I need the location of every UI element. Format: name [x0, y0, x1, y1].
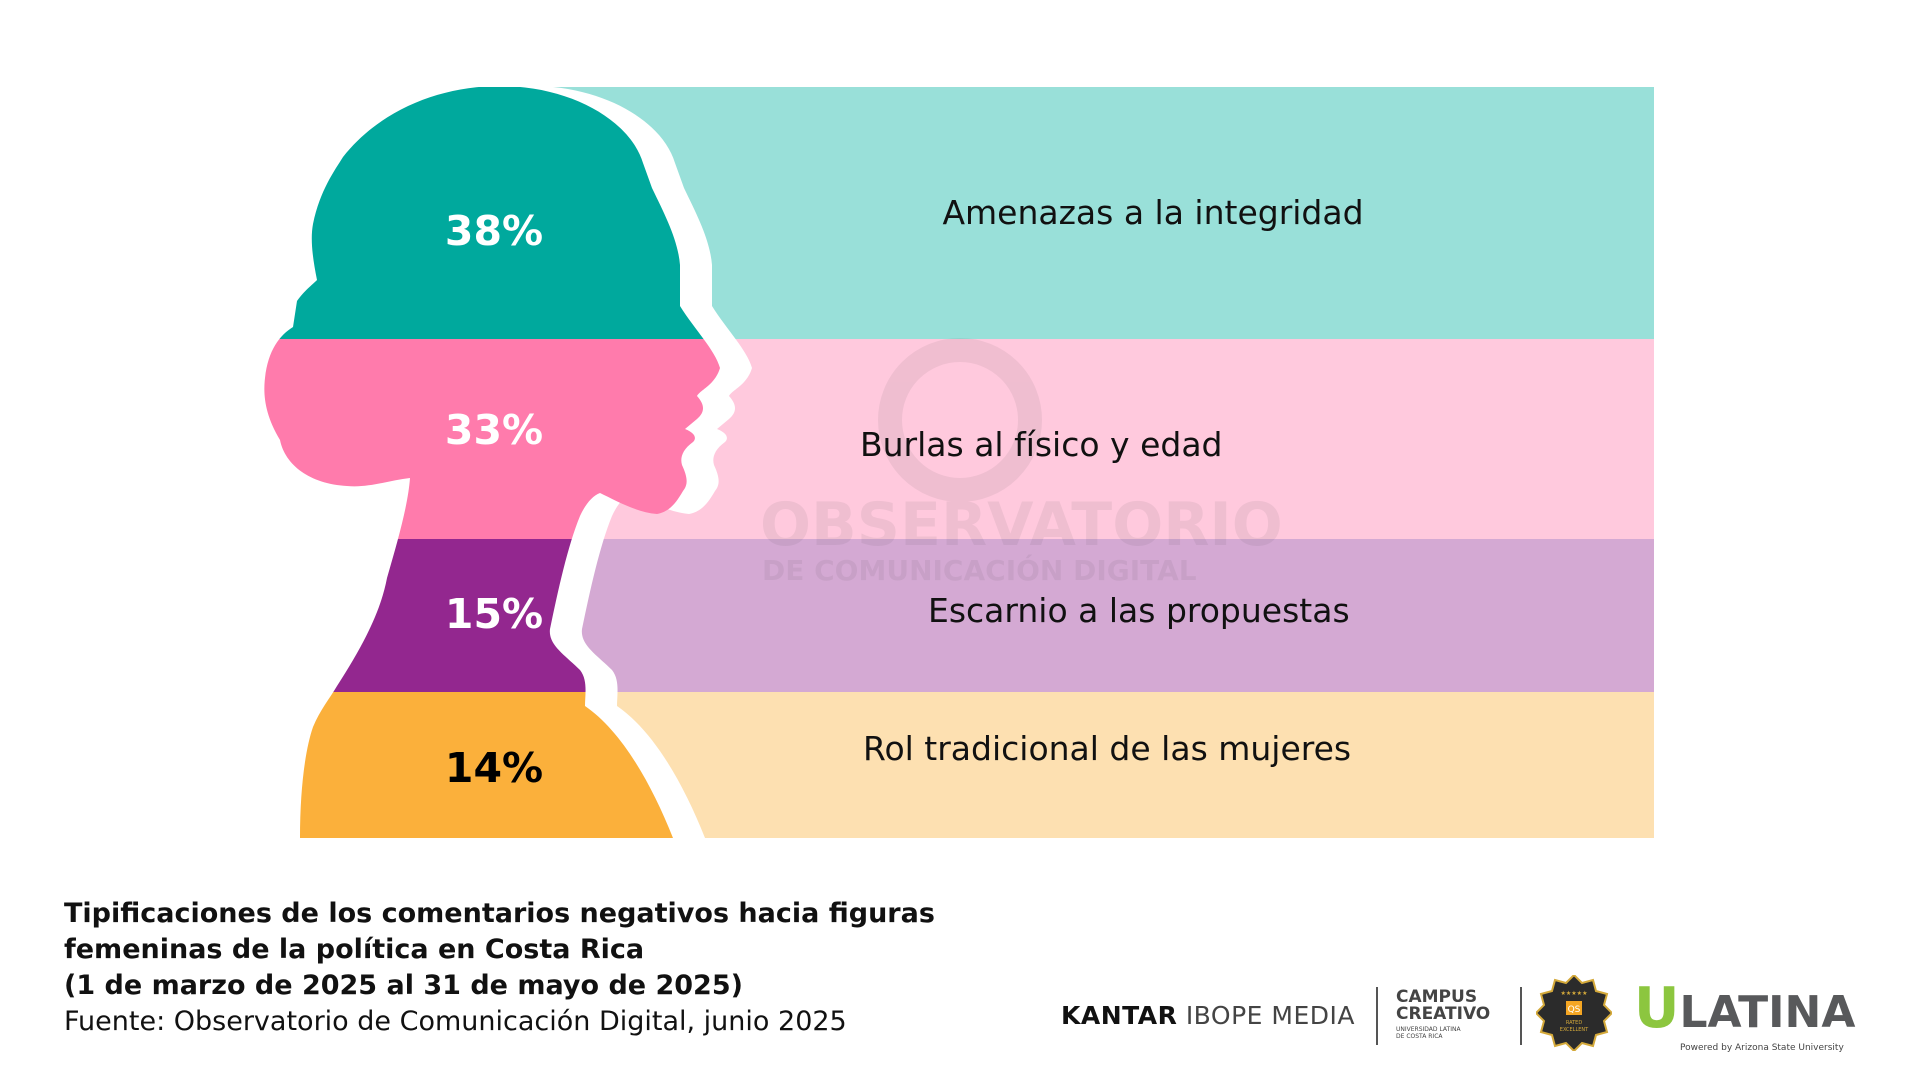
ulatina-logo: ULATINA Powered by Arizona State Univers…: [1634, 976, 1856, 1054]
qs-rated-excellent-badge-icon: QS ★★★★★ RATED EXCELLENT: [1536, 975, 1612, 1051]
watermark: OBSERVATORIO DE COMUNICACIÓN DIGITAL: [760, 338, 1283, 587]
svg-text:RATED: RATED: [1566, 1020, 1583, 1026]
campus-creativo-logo: CAMPUS CREATIVO UNIVERSIDAD LATINA DE COST…: [1396, 987, 1491, 1041]
svg-text:QS: QS: [1568, 1005, 1581, 1015]
category-label: Amenazas a la integridad: [942, 193, 1363, 232]
watermark-line1: OBSERVATORIO: [760, 490, 1283, 560]
caption-title-line1: Tipificaciones de los comentarios negati…: [64, 898, 935, 929]
divider: [1376, 987, 1378, 1045]
caption-source: Fuente: Observatorio de Comunicación Dig…: [64, 1006, 847, 1037]
partner-logos: KANTAR IBOPE MEDIA CAMPUS CREATIVO UNIVER…: [1058, 975, 1858, 1055]
category-label: Escarnio a las propuestas: [928, 591, 1350, 630]
percent-label: 38%: [445, 207, 543, 255]
caption-period: (1 de marzo de 2025 al 31 de mayo de 202…: [64, 970, 743, 1001]
caption: Tipificaciones de los comentarios negati…: [64, 896, 935, 1040]
watermark-line2: DE COMUNICACIÓN DIGITAL: [762, 553, 1197, 587]
caption-title-line2: femeninas de la política en Costa Rica: [64, 934, 645, 965]
svg-text:★★★★★: ★★★★★: [1561, 990, 1588, 997]
category-label: Rol tradicional de las mujeres: [863, 729, 1351, 768]
percent-label: 14%: [445, 744, 543, 792]
percent-label: 33%: [445, 406, 543, 454]
band-escarnio-a-las-propuestas: [500, 539, 1654, 692]
percent-label: 15%: [445, 590, 543, 638]
svg-text:EXCELLENT: EXCELLENT: [1560, 1027, 1589, 1033]
category-label: Burlas al físico y edad: [860, 425, 1222, 464]
kantar-ibope-logo: KANTAR IBOPE MEDIA: [1061, 1001, 1355, 1030]
divider: [1520, 987, 1522, 1045]
